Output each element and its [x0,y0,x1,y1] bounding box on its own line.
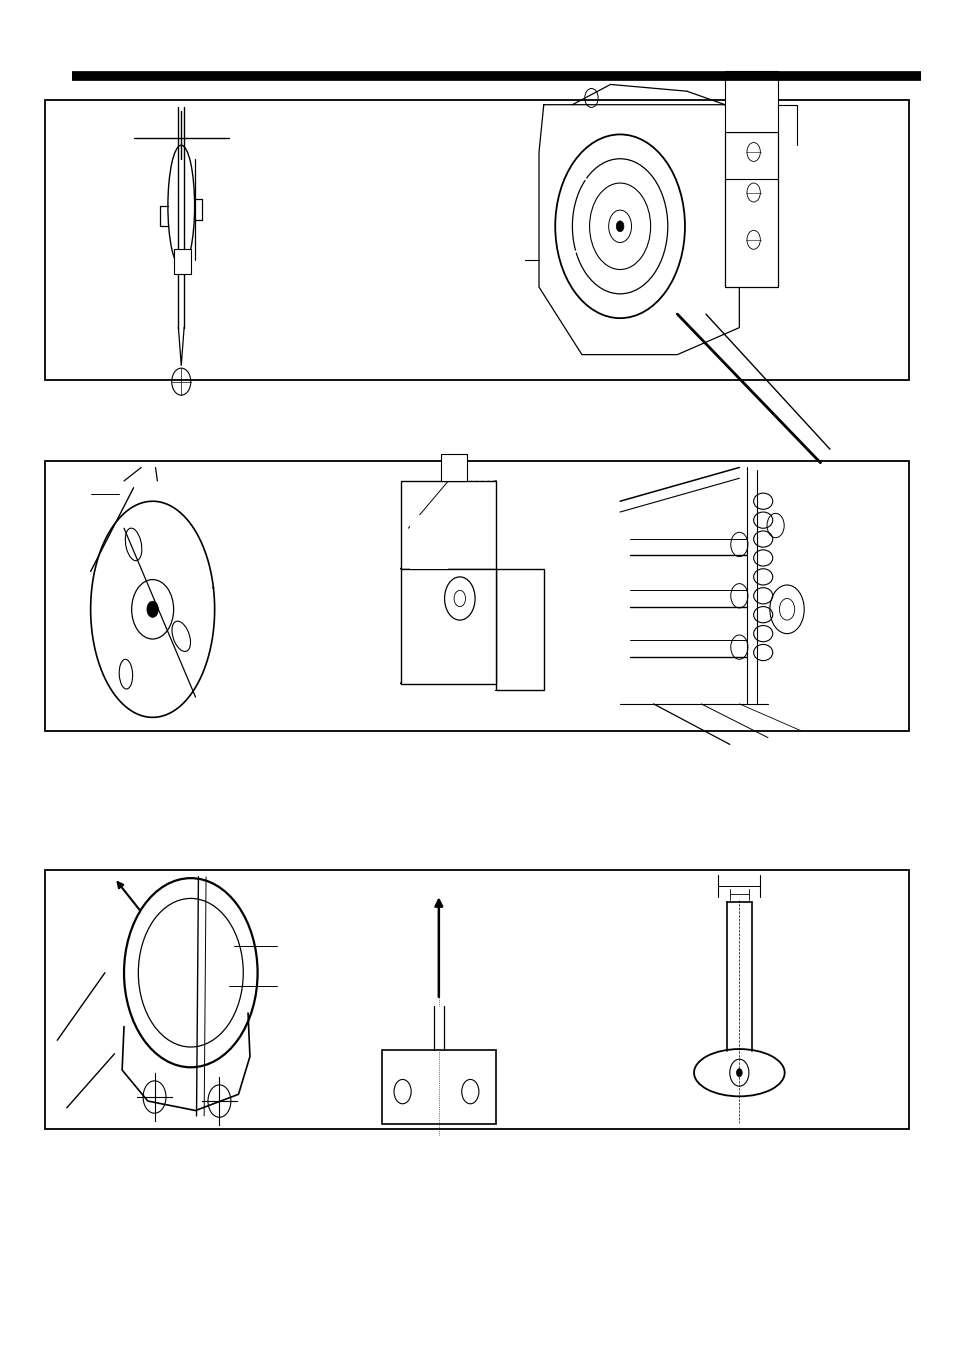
Bar [45,870,908,1129]
Bar [724,132,777,288]
Bar [400,481,496,569]
Bar [724,72,777,132]
Bar [381,1050,496,1124]
Circle shape [147,601,158,617]
Bar [400,569,496,684]
Bar [45,461,908,731]
Circle shape [736,1069,741,1077]
Bar [410,515,448,569]
Circle shape [616,222,623,232]
Bar [45,100,908,380]
Bar [496,569,543,690]
Bar [173,250,191,274]
Bar [440,454,467,481]
